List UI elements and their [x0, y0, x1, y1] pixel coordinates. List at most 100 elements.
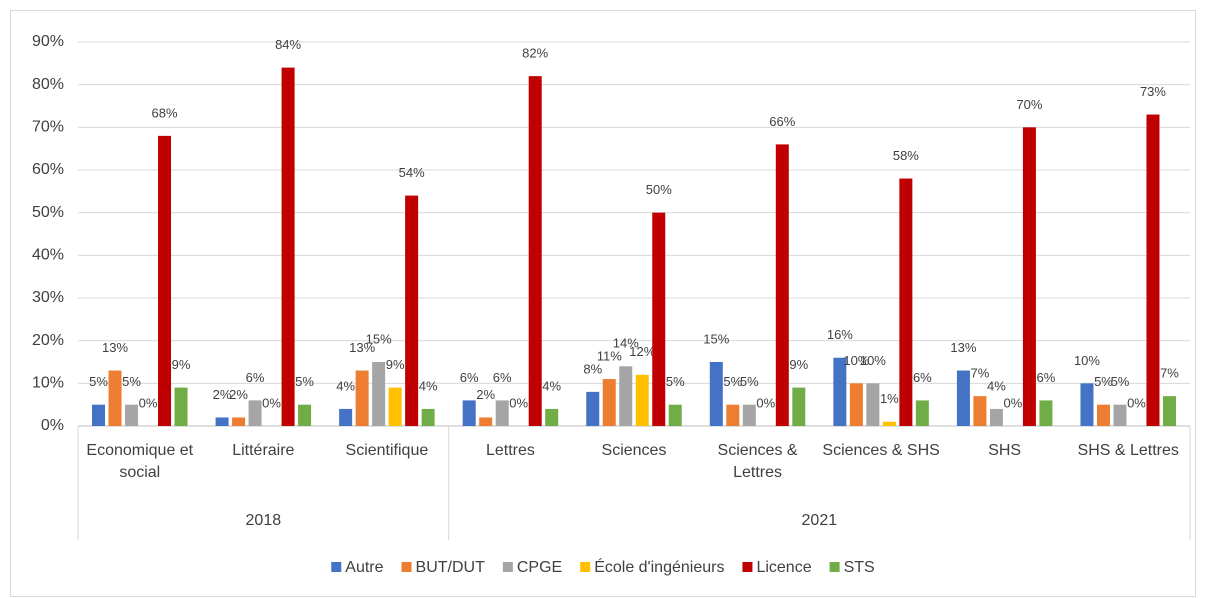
bar: [528, 76, 542, 426]
value-label: 16%: [827, 327, 853, 342]
x-tick-label: Scientifique: [345, 442, 429, 459]
legend-label: Licence: [756, 559, 811, 576]
bar: [1080, 383, 1094, 426]
value-label: 84%: [275, 37, 301, 52]
bar: [92, 404, 106, 426]
value-label: 6%: [460, 370, 479, 385]
value-label: 4%: [542, 378, 561, 393]
value-label: 82%: [522, 46, 548, 61]
bar: [108, 370, 122, 426]
bar: [1146, 114, 1160, 427]
value-label: 5%: [1111, 374, 1130, 389]
y-tick-label: 40%: [32, 247, 64, 264]
bar: [635, 374, 649, 426]
value-label: 10%: [1074, 353, 1100, 368]
value-label: 50%: [646, 182, 672, 197]
value-label: 10%: [860, 353, 886, 368]
value-label: 0%: [756, 395, 775, 410]
x-tick-label: Sciences & Lettres: [717, 442, 798, 481]
x-tick-label: SHS: [988, 442, 1022, 459]
value-label: 0%: [262, 395, 281, 410]
value-label: 66%: [769, 114, 795, 129]
value-label: 6%: [246, 370, 265, 385]
value-label: 70%: [1016, 97, 1042, 112]
bar: [1113, 404, 1127, 426]
bar: [125, 404, 139, 426]
y-tick-label: 30%: [32, 289, 64, 306]
x-tick-label: Sciences: [601, 442, 667, 459]
legend-swatch: [829, 562, 840, 572]
group-label: 2018: [246, 512, 282, 529]
bar: [652, 212, 666, 426]
bar: [726, 404, 740, 426]
value-label: 2%: [213, 387, 232, 402]
x-tick-label: Sciences & SHS: [822, 442, 940, 459]
bar: [709, 362, 723, 426]
y-tick-label: 20%: [32, 332, 64, 349]
y-tick-label: 90%: [32, 33, 64, 50]
y-tick-label: 10%: [32, 375, 64, 392]
value-label: 15%: [703, 331, 729, 346]
bar: [421, 408, 435, 426]
value-label: 11%: [597, 349, 622, 364]
bar: [372, 362, 386, 426]
bar: [775, 144, 789, 426]
bar: [1022, 127, 1036, 426]
value-label: 5%: [122, 374, 141, 389]
bar: [232, 417, 246, 426]
bar: [1039, 400, 1053, 426]
x-tick-label: Lettres: [485, 442, 535, 459]
legend-label: Autre: [345, 559, 383, 576]
value-label: 9%: [386, 357, 405, 372]
bar: [479, 417, 493, 426]
value-label: 54%: [399, 165, 425, 180]
y-tick-label: 70%: [32, 119, 64, 136]
bar: [915, 400, 929, 426]
value-label: 0%: [139, 395, 158, 410]
value-label: 7%: [1160, 366, 1179, 381]
value-label: 4%: [987, 378, 1006, 393]
bar: [158, 135, 172, 426]
bar: [174, 387, 188, 426]
bar: [215, 417, 229, 426]
bar: [899, 178, 913, 426]
legend-label: CPGE: [517, 559, 562, 576]
bar: [355, 370, 369, 426]
y-tick-label: 0%: [41, 417, 64, 434]
legend-label: STS: [844, 559, 875, 576]
legend-swatch: [742, 562, 753, 572]
x-tick-label: Economique et social: [86, 442, 194, 481]
value-label: 5%: [89, 374, 108, 389]
bar: [973, 396, 987, 426]
legend-swatch: [401, 562, 412, 572]
legend-swatch: [502, 562, 513, 572]
value-label: 1%: [880, 391, 899, 406]
value-label: 13%: [950, 340, 976, 355]
bar: [849, 383, 863, 426]
bar: [281, 67, 295, 426]
group-label: 2021: [802, 512, 838, 529]
bar: [586, 391, 600, 426]
y-tick-label: 80%: [32, 76, 64, 93]
bar: [956, 370, 970, 426]
bar: [388, 387, 402, 426]
bar: [1096, 404, 1110, 426]
bar: [248, 400, 262, 426]
value-label: 5%: [666, 374, 685, 389]
bar: [298, 404, 312, 426]
y-tick-label: 60%: [32, 161, 64, 178]
value-label: 10%: [843, 353, 869, 368]
value-label: 14%: [613, 336, 639, 351]
value-label: 6%: [1037, 370, 1056, 385]
bar: [866, 383, 880, 426]
legend-label: BUT/DUT: [416, 559, 486, 576]
value-label: 9%: [172, 357, 191, 372]
value-label: 13%: [102, 340, 128, 355]
value-label: 4%: [336, 378, 355, 393]
y-tick-label: 50%: [32, 204, 64, 221]
legend-label: École d'ingénieurs: [594, 557, 724, 576]
value-label: 4%: [419, 378, 438, 393]
legend-swatch: [580, 562, 591, 572]
bar: [495, 400, 509, 426]
chart-border: [10, 10, 1196, 597]
